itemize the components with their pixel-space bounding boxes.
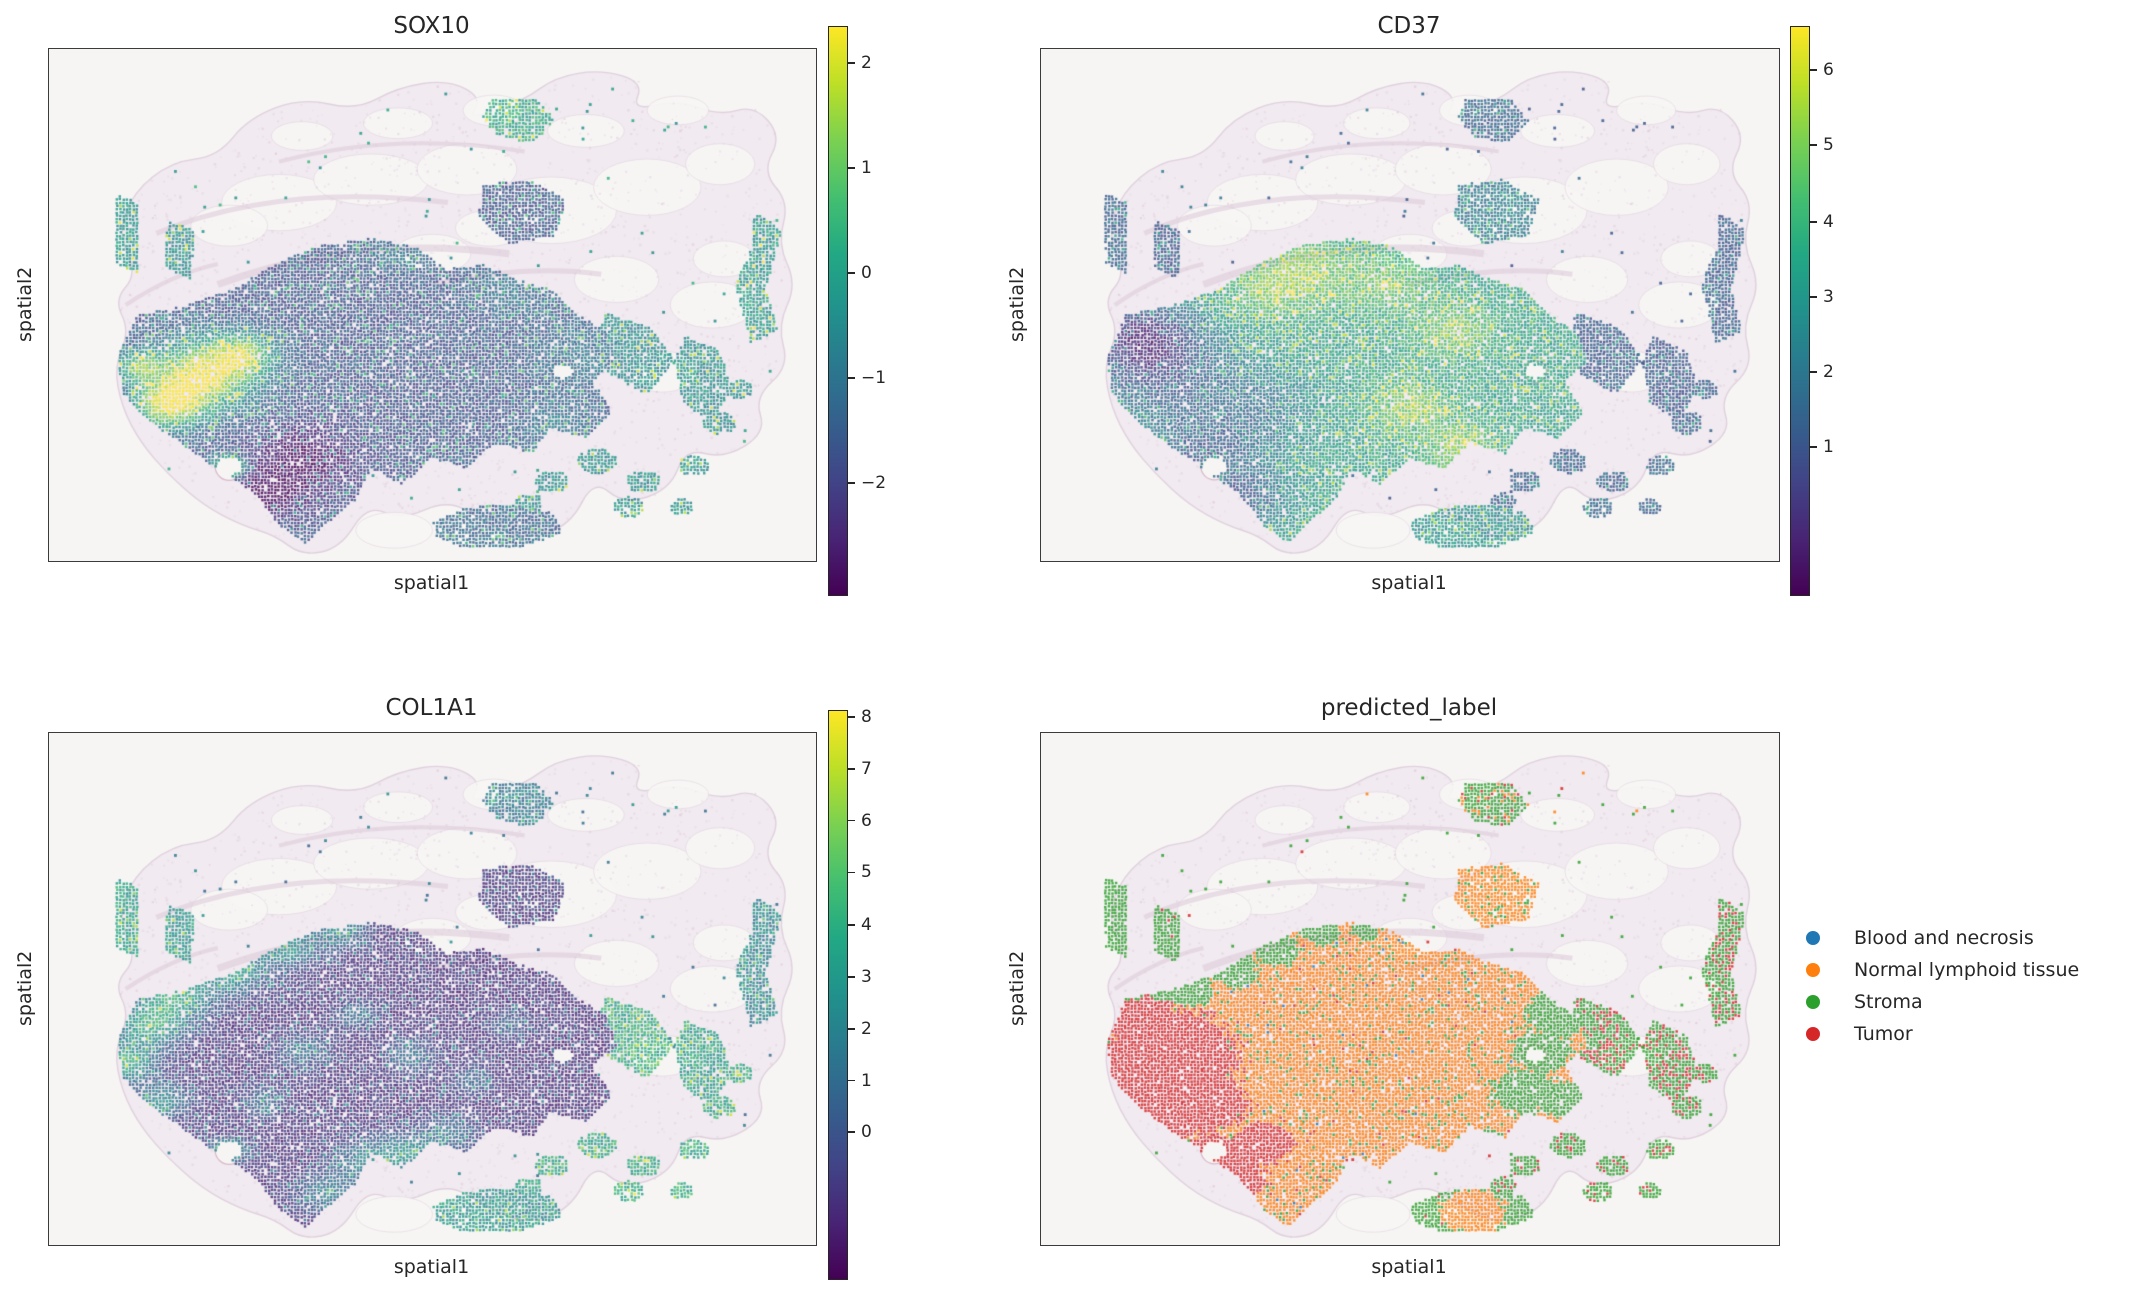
colorbar-tick: 3 (848, 967, 872, 987)
panel-title-predicted-label: predicted_label (1320, 695, 1498, 721)
spatial-plot-canvas-predicted-label (1041, 733, 1779, 1245)
colorbar-gradient-col1a1 (828, 710, 848, 1280)
colorbar-tick: 0 (848, 1122, 872, 1142)
colorbar-sox10: 2 1 0 −1 −2 (828, 26, 886, 596)
stroma-swatch-icon (1806, 995, 1820, 1009)
colorbar-tick: 2 (848, 53, 872, 73)
x-axis-label-predicted-label: spatial1 (1371, 1256, 1447, 1278)
colorbar-tick: 1 (848, 1071, 872, 1091)
blood-and-necrosis-swatch-icon (1806, 931, 1820, 945)
x-axis-label-sox10: spatial1 (393, 572, 470, 594)
colorbar-tick: 2 (848, 1019, 872, 1039)
colorbar-gradient-sox10 (828, 26, 848, 596)
plot-area-cd37 (1040, 48, 1780, 562)
colorbar-tick: 3 (1810, 287, 1834, 307)
colorbar-tick: 6 (1810, 60, 1834, 80)
x-axis-label-col1a1: spatial1 (393, 1256, 470, 1278)
plot-area-col1a1 (48, 732, 817, 1246)
legend-item-blood-and-necrosis: Blood and necrosis (1798, 922, 2079, 954)
y-axis-label-sox10: spatial2 (14, 266, 36, 342)
panel-title-col1a1: COL1A1 (385, 695, 478, 721)
plot-area-sox10 (48, 48, 817, 562)
colorbar-tick: 7 (848, 759, 872, 779)
colorbar-tick: 5 (848, 862, 872, 882)
panel-title-cd37: CD37 (1377, 13, 1441, 39)
legend-item-tumor: Tumor (1798, 1018, 2079, 1050)
colorbar-tick: 8 (848, 707, 872, 727)
plot-area-predicted-label (1040, 732, 1780, 1246)
legend-label: Blood and necrosis (1854, 927, 2034, 949)
colorbar-tick: 1 (1810, 437, 1834, 457)
colorbar-col1a1: 8 7 6 5 4 3 2 1 0 (828, 707, 872, 1280)
spatial-plot-canvas-col1a1 (49, 733, 816, 1245)
spatial-plot-canvas-cd37 (1041, 49, 1779, 561)
tumor-swatch-icon (1806, 1027, 1820, 1041)
colorbar-tick: 5 (1810, 135, 1834, 155)
colorbar-tick: −1 (848, 368, 886, 388)
colorbar-tick: 4 (848, 915, 872, 935)
category-legend: Blood and necrosis Normal lymphoid tissu… (1798, 922, 2079, 1050)
x-axis-label-cd37: spatial1 (1371, 572, 1447, 594)
legend-label: Stroma (1854, 991, 1923, 1013)
colorbar-tick: 2 (1810, 362, 1834, 382)
normal-lymphoid-tissue-swatch-icon (1806, 963, 1820, 977)
colorbar-tick: 4 (1810, 212, 1834, 232)
legend-item-stroma: Stroma (1798, 986, 2079, 1018)
colorbar-tick: 6 (848, 811, 872, 831)
y-axis-label-predicted-label: spatial2 (1006, 950, 1028, 1026)
panel-title-sox10: SOX10 (393, 13, 470, 39)
colorbar-tick: 1 (848, 158, 872, 178)
colorbar-cd37: 6 5 4 3 2 1 (1790, 26, 1834, 596)
y-axis-label-cd37: spatial2 (1006, 266, 1028, 342)
legend-label: Tumor (1854, 1023, 1913, 1045)
colorbar-tick: 0 (848, 263, 872, 283)
y-axis-label-col1a1: spatial2 (14, 950, 36, 1026)
legend-label: Normal lymphoid tissue (1854, 959, 2080, 981)
colorbar-tick: −2 (848, 473, 886, 493)
spatial-plot-canvas-sox10 (49, 49, 816, 561)
colorbar-gradient-cd37 (1790, 26, 1810, 596)
legend-item-normal-lymphoid-tissue: Normal lymphoid tissue (1798, 954, 2079, 986)
